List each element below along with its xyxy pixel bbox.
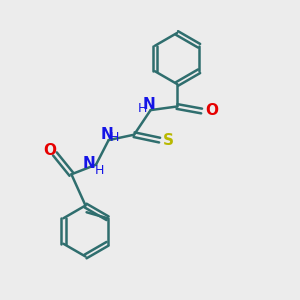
Text: O: O <box>206 103 218 118</box>
Text: N: N <box>101 127 113 142</box>
Text: H: H <box>110 131 119 144</box>
Text: N: N <box>83 156 96 171</box>
Text: N: N <box>143 97 155 112</box>
Text: S: S <box>163 133 174 148</box>
Text: H: H <box>95 164 104 177</box>
Text: O: O <box>43 143 56 158</box>
Text: H: H <box>137 102 147 115</box>
